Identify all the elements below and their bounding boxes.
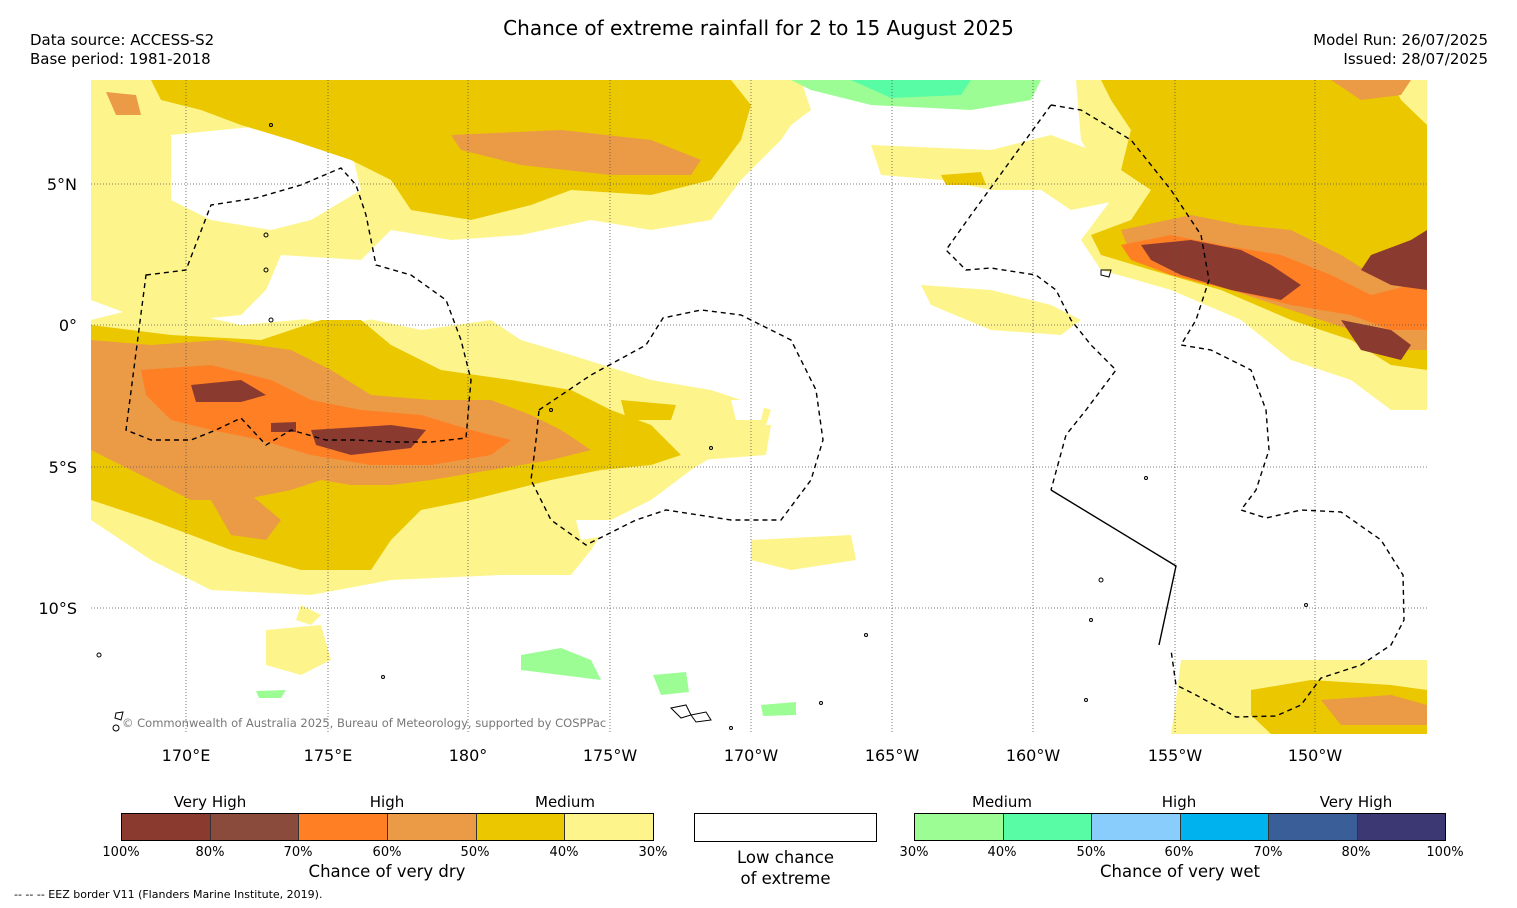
islands: [96, 123, 1308, 732]
wet-colorbar: [914, 813, 1446, 841]
eez-border-note: -- -- -- EEZ border V11 (Flanders Marine…: [14, 888, 323, 901]
wet-areas: [256, 80, 1041, 716]
dry-tick: 80%: [195, 845, 225, 860]
dry-tick: 30%: [638, 845, 668, 860]
eez-borders: [125, 104, 1405, 718]
dry-tick: 70%: [283, 845, 313, 860]
dry-cat-medium: Medium: [535, 793, 595, 811]
lon-label-170e: 170°E: [161, 746, 211, 765]
dry-swatch-40-50: [476, 814, 566, 840]
wet-swatch-40-50: [1003, 814, 1092, 840]
dry-swatch-30-40: [565, 814, 654, 840]
copyright-notice: © Commonwealth of Australia 2025, Bureau…: [122, 716, 607, 730]
lon-label-155w: 155°W: [1147, 746, 1203, 765]
dry-cat-very-high: Very High: [173, 793, 247, 811]
wet-tick: 80%: [1341, 845, 1371, 860]
wet-medium-south-a: [521, 648, 601, 680]
model-run: Model Run: 26/07/2025: [1313, 31, 1488, 49]
dry-colorbar: [121, 813, 654, 841]
wet-tick: 30%: [899, 845, 929, 860]
wet-tick: 50%: [1076, 845, 1106, 860]
dry-tick: 100%: [102, 845, 140, 860]
wet-cat-high: High: [1161, 793, 1197, 811]
wet-medium-south-c: [761, 702, 796, 716]
dry-tick: 50%: [460, 845, 490, 860]
dry-cat-high: High: [369, 793, 405, 811]
data-source: Data source: ACCESS-S2: [30, 31, 215, 49]
eez-solid-border: [1050, 489, 1177, 646]
lon-label-175e: 175°E: [303, 746, 353, 765]
wet-tick: 60%: [1164, 845, 1194, 860]
lon-label-165w: 165°W: [864, 746, 920, 765]
lat-label-10s: 10°S: [38, 599, 77, 618]
wet-medium-south-d: [256, 690, 286, 698]
wet-medium-strong-north: [851, 80, 971, 98]
wet-swatch-80-100: [1357, 814, 1445, 840]
wet-medium-south-b: [653, 672, 689, 695]
run-info: Model Run: 26/07/2025 Issued: 28/07/2025: [1313, 31, 1488, 69]
issued-date: Issued: 28/07/2025: [1343, 50, 1488, 68]
wet-swatch-30-40: [915, 814, 1004, 840]
dry-tick: 60%: [372, 845, 402, 860]
low-legend-line1: Low chance: [736, 848, 835, 867]
lon-label-160w: 160°W: [1005, 746, 1061, 765]
wet-swatch-50-60: [1092, 814, 1181, 840]
wet-tick: 70%: [1253, 845, 1283, 860]
wet-swatch-60-70: [1180, 814, 1269, 840]
lon-label-150w: 150°W: [1287, 746, 1343, 765]
lon-label-175w: 175°W: [582, 746, 638, 765]
map-title: Chance of extreme rainfall for 2 to 15 A…: [503, 16, 1014, 40]
dry-very-high-areas: [191, 230, 1427, 455]
lat-label-5s: 5°S: [48, 458, 77, 477]
wet-cat-medium: Medium: [972, 793, 1032, 811]
wet-cat-very-high: Very High: [1319, 793, 1393, 811]
lon-label-180: 180°: [448, 746, 488, 765]
base-period: Base period: 1981-2018: [30, 50, 211, 68]
dry-swatch-70-80: [210, 814, 300, 840]
dry-tick: 40%: [549, 845, 579, 860]
data-info: Data source: ACCESS-S2 Base period: 1981…: [30, 31, 214, 69]
lat-label-5n: 5°N: [46, 175, 77, 194]
wet-tick: 40%: [987, 845, 1017, 860]
dry-swatch-60-70: [299, 814, 389, 840]
wet-legend-title: Chance of very wet: [1100, 862, 1260, 881]
rainfall-map: © Commonwealth of Australia 2025, Bureau…: [91, 80, 1427, 734]
map-svg: [91, 80, 1427, 734]
lon-label-170w: 170°W: [723, 746, 779, 765]
wet-tick: 100%: [1426, 845, 1464, 860]
low-swatch: [694, 813, 877, 842]
gridlines: [91, 80, 1427, 734]
dry-swatch-80-100: [122, 814, 211, 840]
low-legend-line2: of extreme: [740, 869, 831, 888]
dry-swatch-50-60: [388, 814, 477, 840]
wet-swatch-70-80: [1269, 814, 1358, 840]
lat-label-0: 0°: [58, 316, 77, 335]
dry-legend-title: Chance of very dry: [308, 862, 466, 881]
